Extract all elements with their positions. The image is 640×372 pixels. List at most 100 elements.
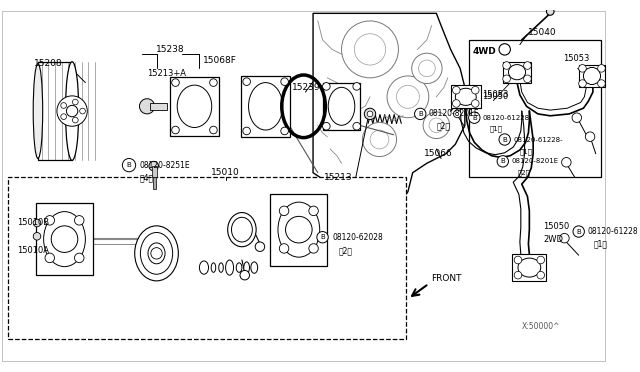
Circle shape [353,122,360,130]
Circle shape [412,53,442,84]
Bar [153,177,156,189]
Circle shape [353,83,360,90]
Circle shape [560,234,569,243]
Circle shape [503,62,510,69]
Circle shape [122,158,136,172]
Text: 08120-8201E: 08120-8201E [511,158,559,164]
Bar [170,77,219,136]
Ellipse shape [328,87,355,125]
Text: 15208: 15208 [34,59,63,68]
Circle shape [387,76,429,118]
Circle shape [72,99,78,105]
Ellipse shape [148,243,165,264]
Text: B: B [127,162,131,168]
Circle shape [452,100,460,107]
Circle shape [524,62,531,69]
Ellipse shape [248,83,283,130]
Text: 08120-61228-: 08120-61228- [513,137,563,142]
Circle shape [396,85,419,108]
Text: B: B [418,111,422,117]
Circle shape [598,80,605,87]
Circle shape [323,83,330,90]
Text: 15053: 15053 [563,54,590,63]
Circle shape [598,65,605,72]
Circle shape [503,75,510,83]
Circle shape [468,112,480,124]
Bar [579,65,605,87]
Circle shape [172,79,179,86]
Circle shape [429,118,444,132]
Ellipse shape [211,263,216,272]
Circle shape [255,242,265,251]
Circle shape [579,65,586,72]
Polygon shape [313,13,465,215]
Circle shape [579,80,586,87]
Circle shape [51,226,78,253]
Text: 〈1〉: 〈1〉 [520,148,533,155]
Text: B: B [472,115,477,121]
Circle shape [514,256,522,264]
Text: B: B [500,158,505,164]
Circle shape [285,217,312,243]
Circle shape [72,117,78,123]
Ellipse shape [228,212,256,247]
Text: 15050: 15050 [543,222,570,231]
Text: 08120-61228: 08120-61228 [588,227,638,236]
Text: 15040: 15040 [527,28,556,37]
Ellipse shape [455,88,476,105]
Circle shape [210,126,217,134]
Text: 15010A: 15010A [17,246,49,255]
Circle shape [355,34,386,65]
Circle shape [317,231,328,243]
Circle shape [240,270,250,280]
Ellipse shape [244,262,250,273]
Text: 15213: 15213 [324,173,353,182]
Circle shape [61,103,67,108]
Bar [270,193,327,266]
Circle shape [149,161,159,171]
Bar [503,62,531,83]
Ellipse shape [251,262,258,273]
Circle shape [342,21,399,78]
Text: 〈2〉: 〈2〉 [518,169,531,176]
Text: 15010: 15010 [211,168,240,177]
Circle shape [367,111,373,117]
Circle shape [74,253,84,263]
Circle shape [279,206,289,216]
Bar [323,83,360,130]
Ellipse shape [134,226,179,281]
Circle shape [499,44,510,55]
Circle shape [499,134,510,145]
Circle shape [151,248,162,259]
Circle shape [586,132,595,141]
Ellipse shape [232,217,252,242]
Text: 〈2〉: 〈2〉 [436,122,451,131]
Circle shape [514,272,522,279]
Circle shape [45,253,54,263]
Ellipse shape [65,62,79,160]
Ellipse shape [44,212,85,267]
Text: 〈2〉: 〈2〉 [339,246,353,255]
Text: 4WD: 4WD [472,47,496,56]
Circle shape [362,122,397,157]
Circle shape [33,232,41,240]
Circle shape [524,75,531,83]
Circle shape [33,219,41,227]
Circle shape [572,113,582,122]
Text: B: B [320,234,325,240]
Circle shape [243,78,250,86]
Text: 15068F: 15068F [203,56,237,65]
Circle shape [452,86,460,94]
Text: 08120-8251E: 08120-8251E [140,161,190,170]
Circle shape [562,157,571,167]
Bar [36,203,93,275]
Text: 08120-62028: 08120-62028 [332,233,383,242]
Circle shape [140,99,155,114]
Circle shape [80,108,85,114]
Bar [468,40,602,177]
Circle shape [547,8,554,15]
Circle shape [67,105,78,117]
Circle shape [423,112,450,138]
Circle shape [537,256,545,264]
Circle shape [57,96,87,126]
